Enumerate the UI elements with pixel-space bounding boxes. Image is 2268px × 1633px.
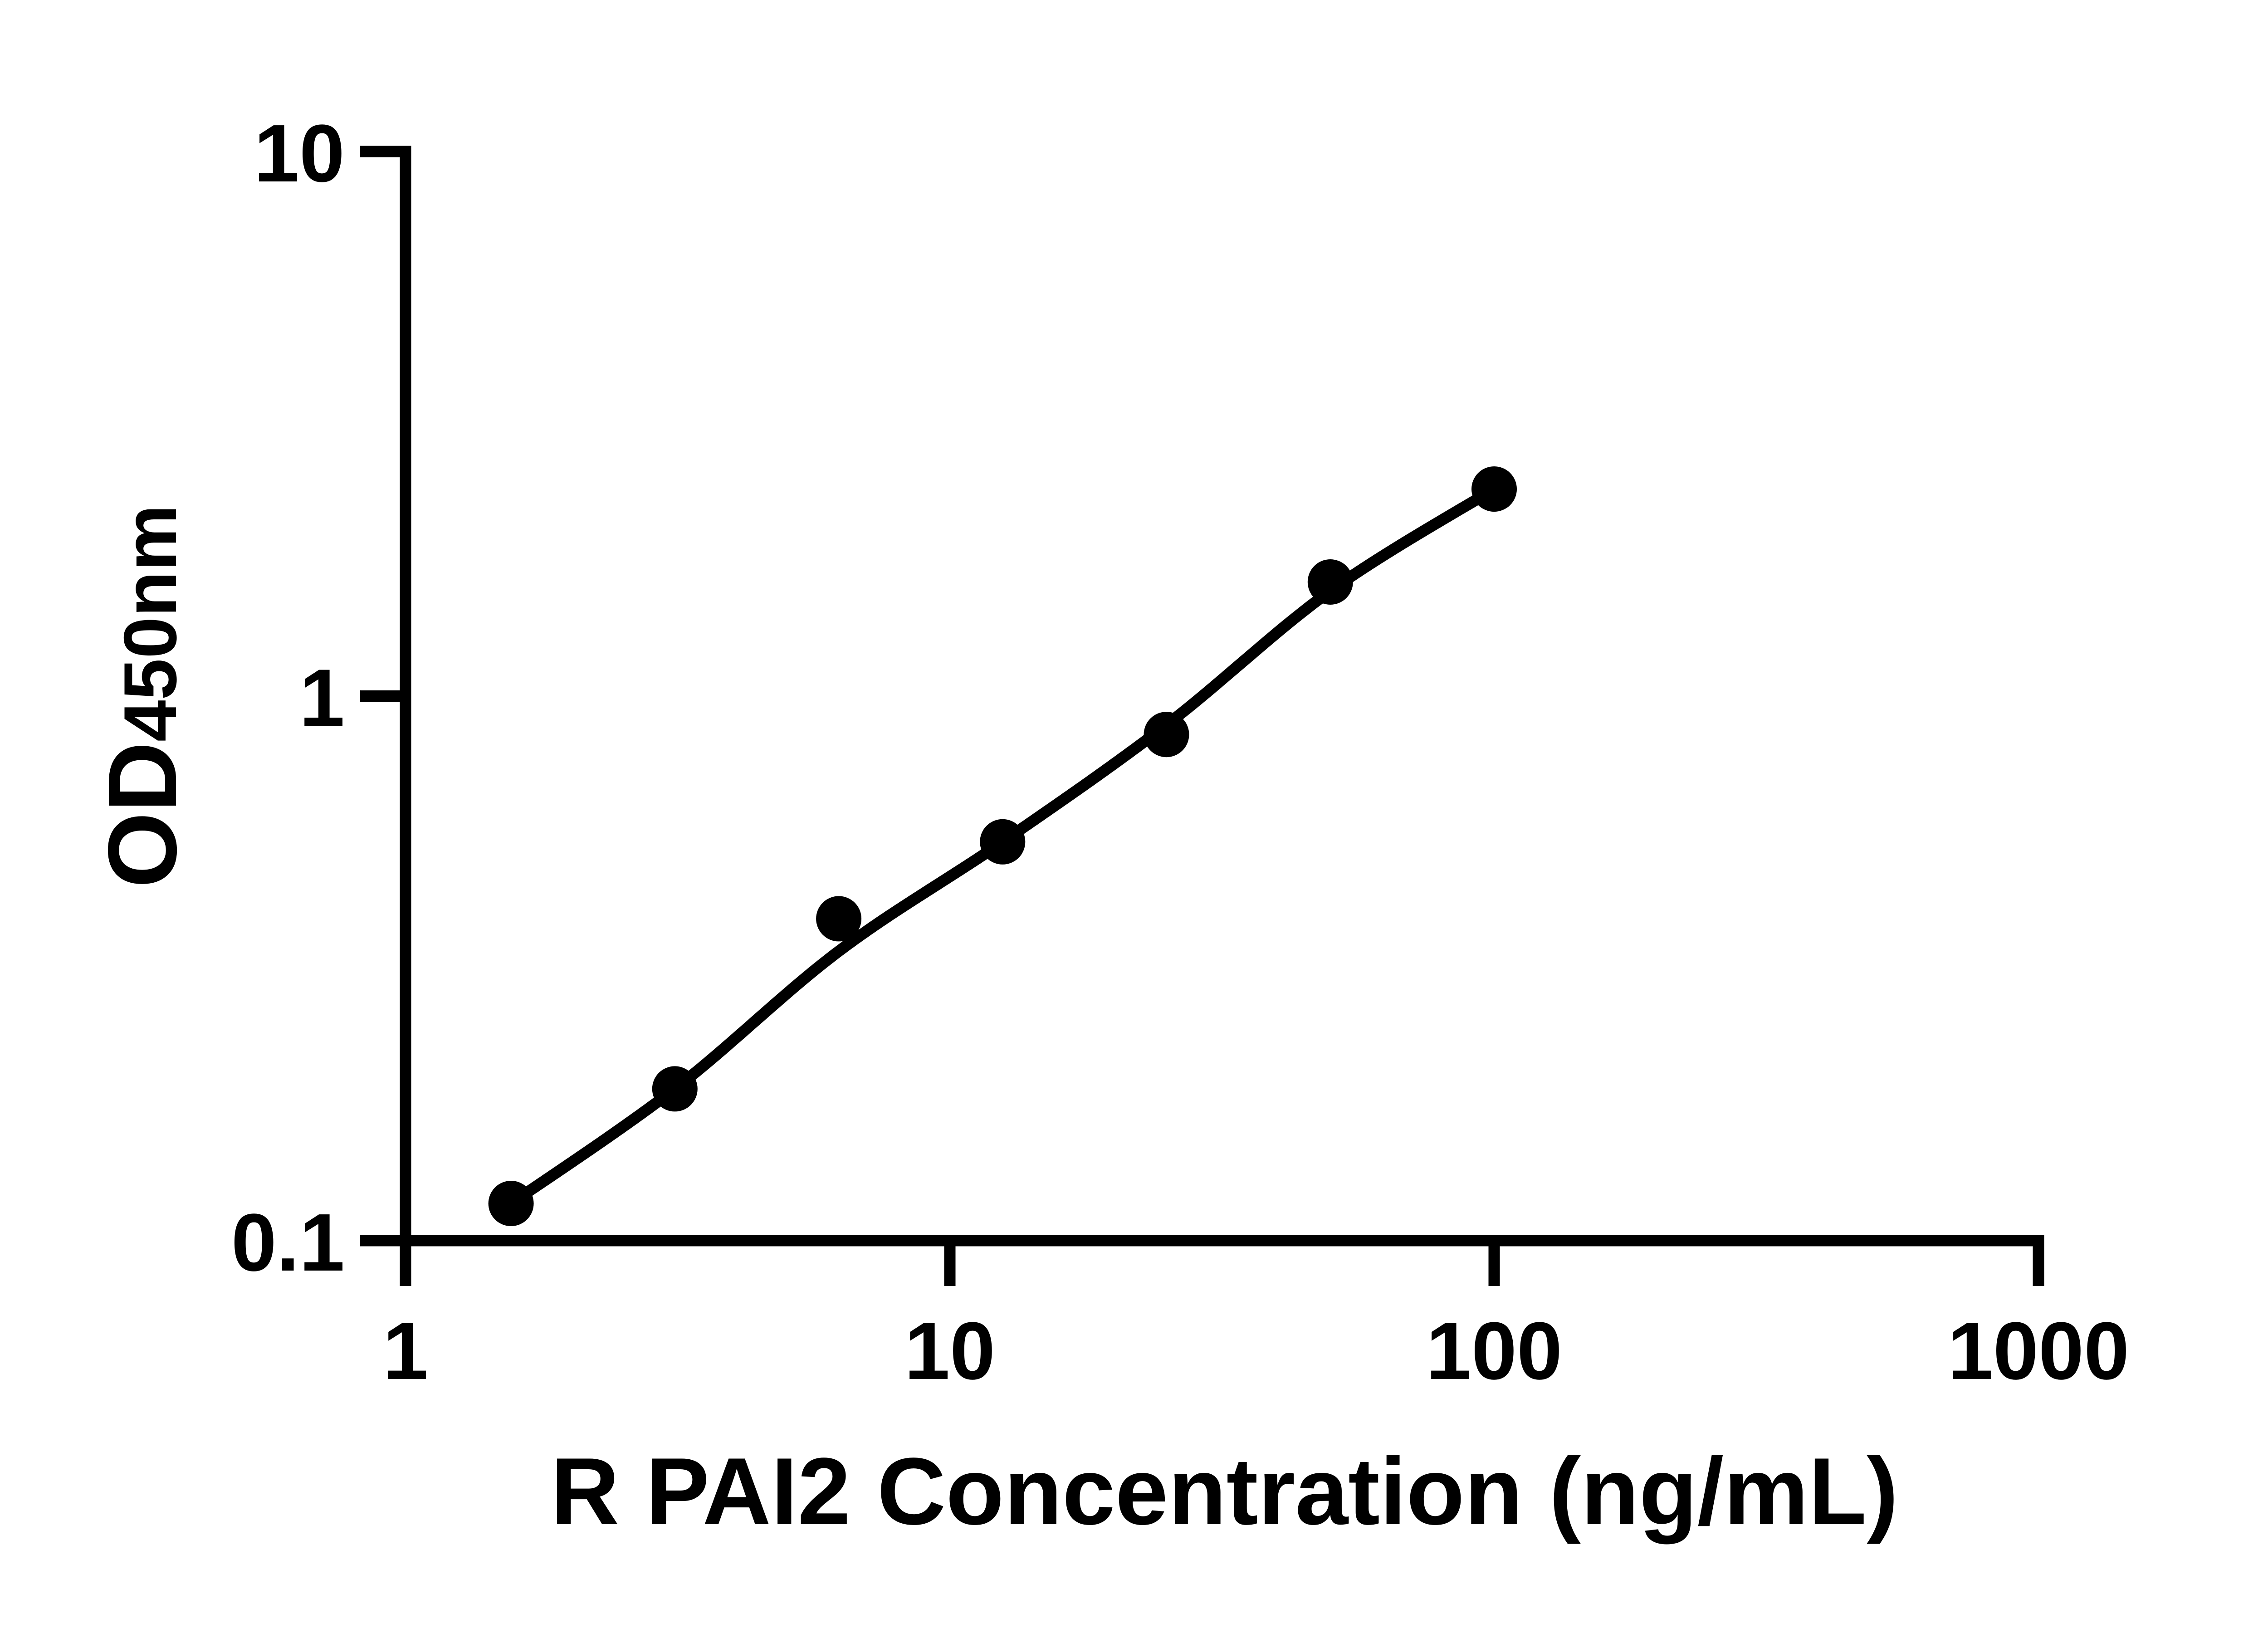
axis-tick-labels: 10 1 0.1 1 10 100 1000 <box>231 108 2129 1397</box>
x-tick-label: 1000 <box>1948 1305 2129 1397</box>
x-tick-label: 100 <box>1426 1305 1562 1397</box>
data-point <box>1471 466 1517 512</box>
y-axis-title-main: OD <box>88 742 197 888</box>
data-point <box>652 1066 698 1112</box>
axes <box>400 146 2043 1247</box>
data-point <box>1307 559 1353 605</box>
data-point <box>816 896 862 942</box>
data-point <box>488 1181 534 1227</box>
x-tick-label: 10 <box>904 1305 995 1397</box>
data-points <box>488 466 1517 1227</box>
x-axis-title: R PAI2 Concentration (ng/mL) <box>551 1438 1898 1545</box>
y-axis-title: OD450nm <box>88 504 197 888</box>
axis-ticks <box>360 146 2044 1286</box>
y-tick-label: 1 <box>299 653 345 744</box>
x-tick-label: 1 <box>383 1305 428 1397</box>
data-point <box>980 819 1026 865</box>
data-point <box>1144 712 1189 758</box>
y-axis-title-sub: 450nm <box>108 504 192 742</box>
y-tick-label: 10 <box>254 108 345 199</box>
y-tick-label: 0.1 <box>231 1197 345 1288</box>
